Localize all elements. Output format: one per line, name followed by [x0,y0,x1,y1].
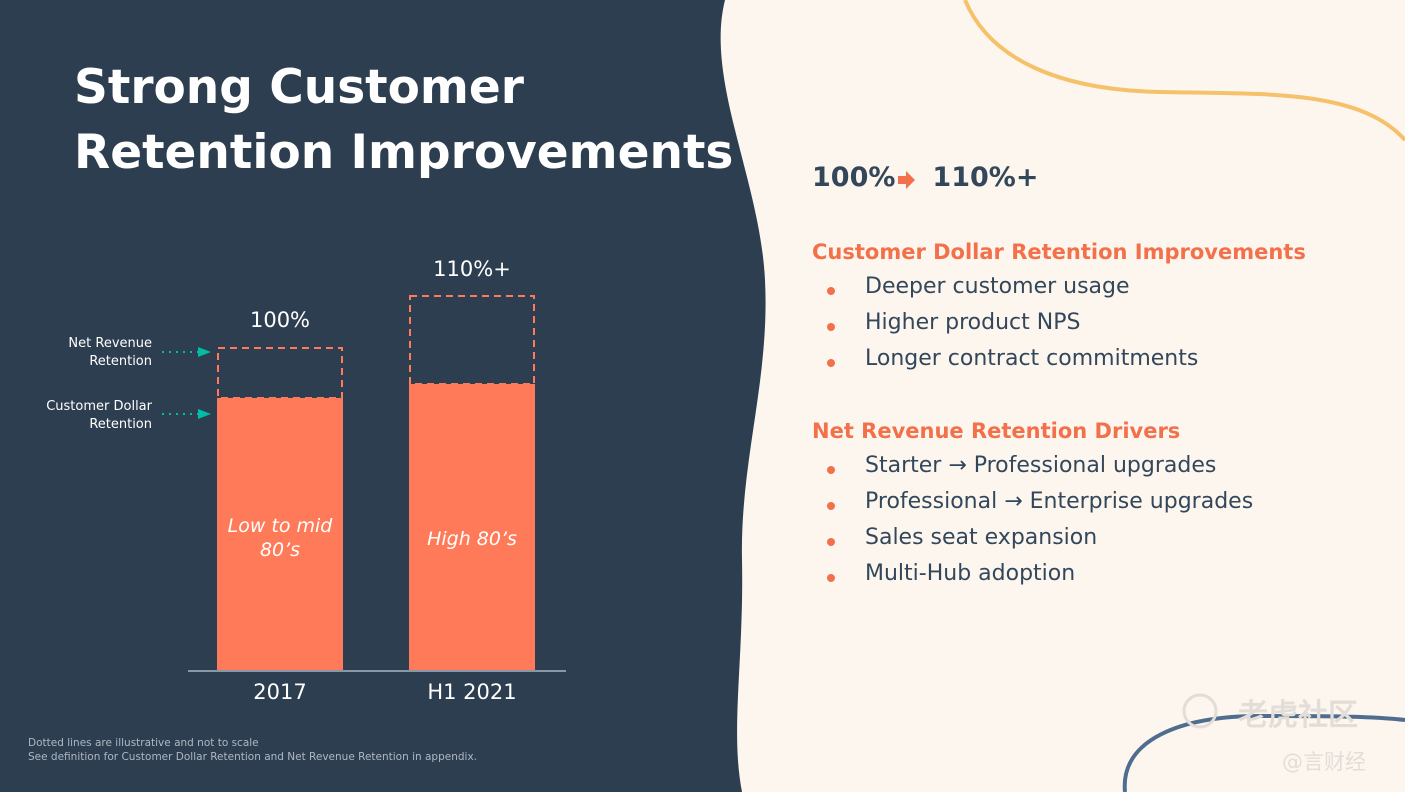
bar-top-label: 110%+ [433,257,511,281]
bar-inner-label: High 80’s [427,528,517,550]
bullet: Higher product NPS [865,310,1081,335]
footnote: See definition for Customer Dollar Reten… [28,751,478,763]
headline-from: 100% [812,162,896,193]
annotation: Net Revenue Retention [68,336,152,369]
bullet: Starter → Professional upgrades [865,453,1217,478]
section-heading: Customer Dollar Retention Improvements [812,240,1306,264]
annotation: Customer Dollar Retention [46,399,152,432]
bar-top-label: 100% [249,308,311,332]
watermark: @言财经 [1282,750,1366,774]
bullet-dot [827,466,835,474]
bullet: Sales seat expansion [865,525,1098,550]
bullet: Professional → Enterprise upgrades [865,489,1254,514]
section-heading: Net Revenue Retention Drivers [812,419,1181,443]
bullet-dot [827,574,835,582]
bar-inner-label: Low to mid 80’s [227,515,333,561]
bullet-dot [827,538,835,546]
category-label: 2017 [253,680,307,704]
bullet: Multi-Hub adoption [865,561,1076,586]
bullet-dot [827,359,835,367]
headline-to: 110%+ [932,162,1039,193]
title: Strong Customer [74,60,524,115]
category-label: H1 2021 [427,680,517,704]
bullet-dot [827,287,835,295]
watermark: 老虎社区 [1238,698,1358,733]
bullet-dot [827,323,835,331]
bullet-dot [827,502,835,510]
bullet: Deeper customer usage [865,274,1130,299]
bullet: Longer contract commitments [865,346,1199,371]
headline: 100% 110%+ [812,162,1038,193]
title: Retention Improvements [74,125,734,180]
footnote: Dotted lines are illustrative and not to… [28,737,259,749]
